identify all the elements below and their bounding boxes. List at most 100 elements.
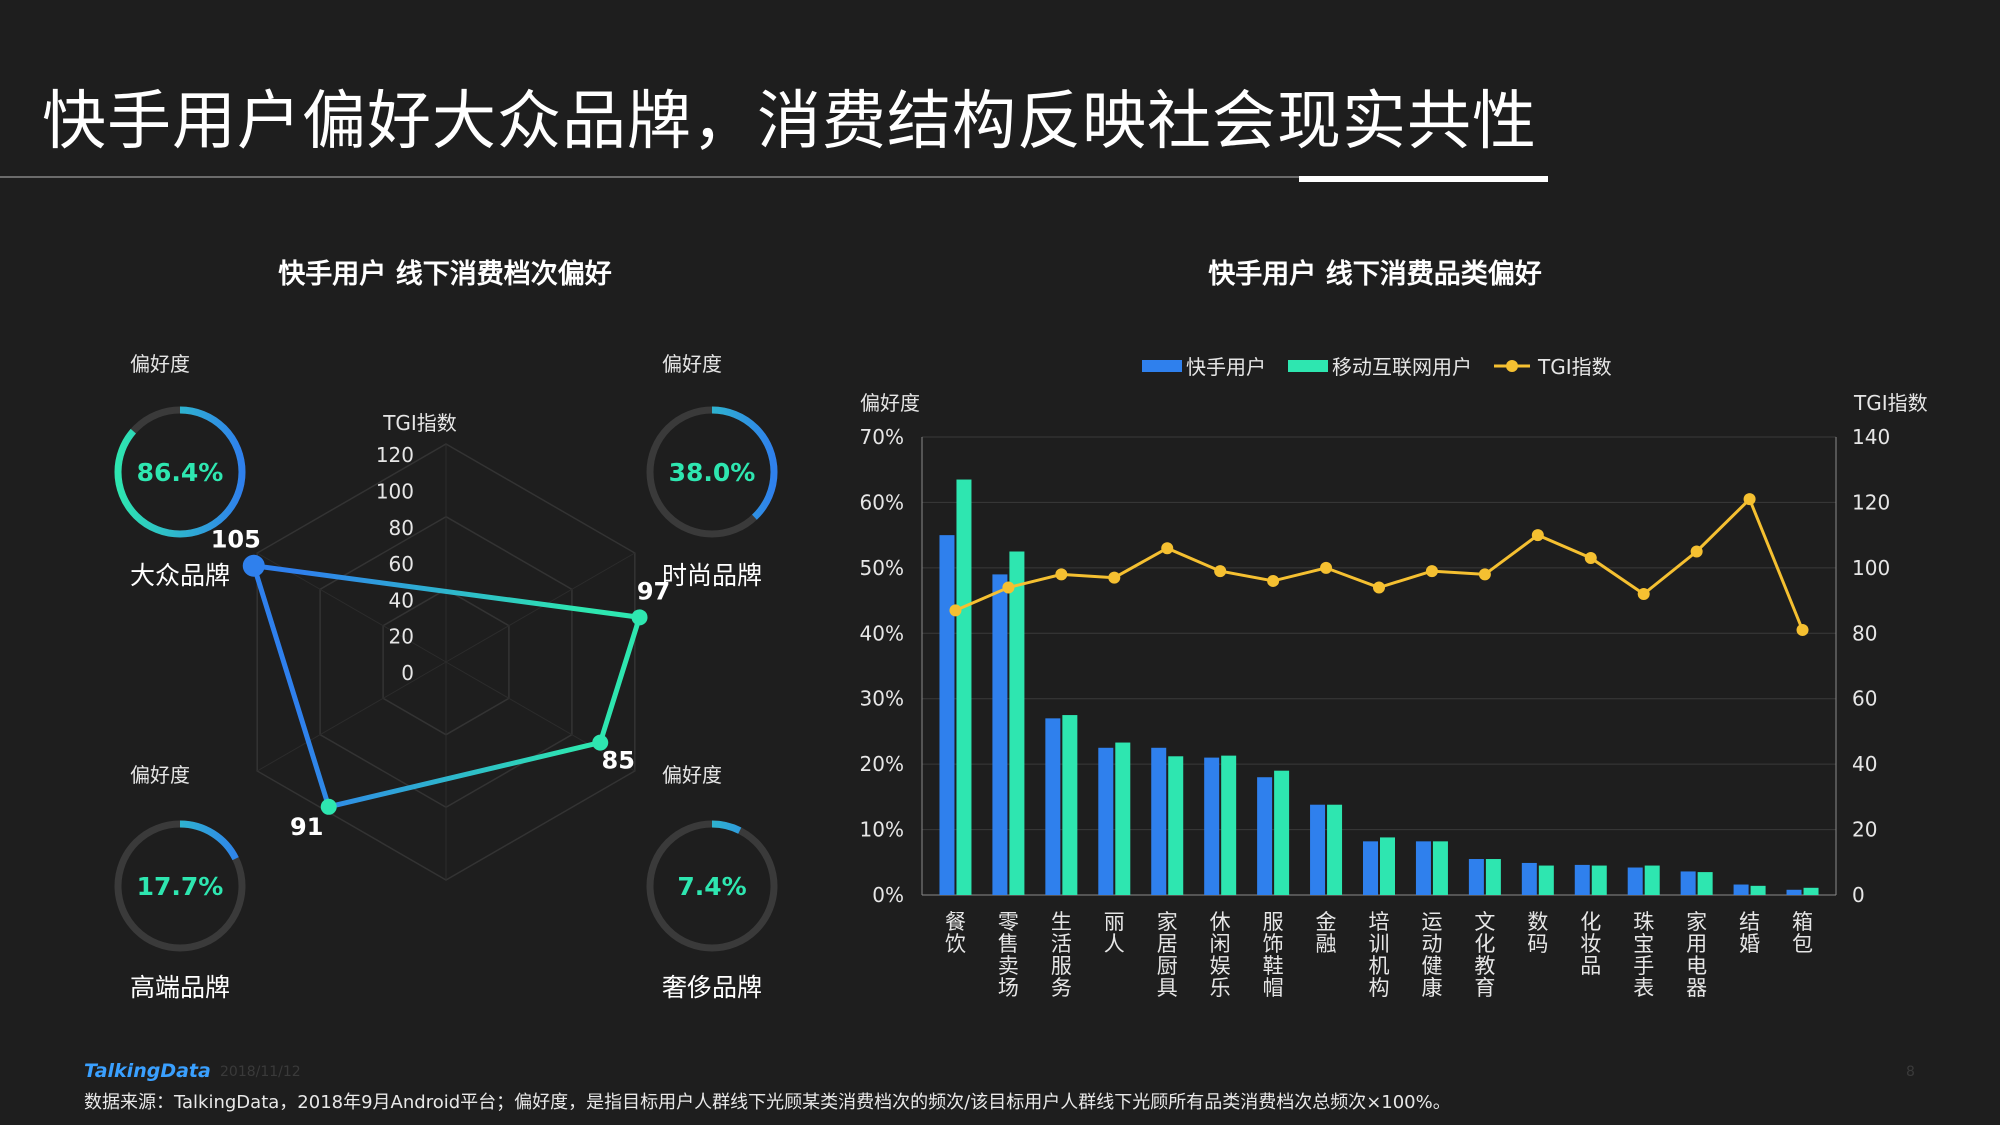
y2-tick-label: 140 [1852, 425, 1890, 449]
bar-mobile-14 [1697, 872, 1713, 895]
bar-mobile-9 [1432, 841, 1448, 895]
x-tick-label: 结婚 [1739, 910, 1760, 956]
ring-top-label: 偏好度 [662, 763, 722, 787]
legend-label: 移动互联网用户 [1332, 355, 1472, 379]
x-tick-label: 零售卖场 [998, 910, 1019, 1000]
x-tick-label: 服饰鞋帽 [1263, 910, 1284, 1000]
bar-mobile-0 [956, 479, 972, 895]
y2-tick-label: 60 [1852, 687, 1877, 711]
ring-category-name: 高端品牌 [130, 973, 230, 1002]
tgi-series-line [954, 496, 1804, 631]
radar-point [592, 734, 609, 751]
radar-point-label: 91 [290, 813, 323, 841]
tgi-point [1584, 552, 1597, 565]
radar-point-label: 85 [602, 747, 635, 775]
x-tick-label: 数码 [1527, 910, 1548, 956]
tgi-point [1161, 542, 1174, 555]
title-divider-accent [1299, 176, 1548, 182]
radar-series-line [251, 563, 642, 810]
tgi-point [1637, 588, 1650, 601]
bar-mobile-8 [1380, 837, 1395, 895]
ring-progress-arc [646, 820, 778, 952]
left-section-title: 快手用户 线下消费档次偏好 [278, 259, 612, 290]
radar-point [631, 609, 648, 626]
bar-mobile-1 [1009, 551, 1025, 895]
ring-category-name: 奢侈品牌 [662, 973, 762, 1002]
radar-tick-label: 120 [376, 443, 414, 467]
bar-mobile-5 [1221, 755, 1237, 895]
x-tick-label: 丽人 [1104, 910, 1125, 956]
y2-tick-label: 40 [1852, 752, 1877, 776]
ring-value: 86.4% [137, 458, 224, 487]
bar-kuaishou-15 [1733, 884, 1749, 895]
bar-kuaishou-13 [1627, 867, 1643, 895]
tgi-point [1690, 545, 1703, 558]
x-tick-label: 金融 [1316, 910, 1337, 956]
radar-tick-label: 60 [389, 552, 414, 576]
bar-kuaishou-16 [1786, 889, 1802, 895]
chart-legend: 快手用户 移动互联网用户 TGI指数 [1142, 355, 1612, 379]
tgi-point [1320, 561, 1333, 574]
bar-kuaishou-8 [1363, 841, 1378, 895]
bar-kuaishou-7 [1310, 804, 1326, 895]
tgi-point [1055, 568, 1068, 581]
legend-marker [1506, 360, 1518, 372]
y-tick-label: 10% [860, 818, 904, 842]
bar-kuaishou-9 [1415, 841, 1431, 895]
y2-tick-label: 20 [1852, 818, 1877, 842]
preference-ring-4: 偏好度 7.4% 奢侈品牌 [646, 763, 778, 1002]
x-tick-label: 家居厨具 [1157, 910, 1178, 1000]
bar-mobile-2 [1062, 715, 1078, 895]
radar-grid [256, 443, 636, 881]
radar-point-label: 97 [637, 577, 670, 605]
x-tick-label: 珠宝手表 [1633, 910, 1654, 1000]
ring-progress-arc [114, 406, 246, 538]
bar-kuaishou-2 [1045, 718, 1061, 895]
x-tick-label: 运动健康 [1421, 910, 1442, 1000]
y-tick-label: 50% [860, 556, 904, 580]
radar-tick-label: 80 [389, 516, 414, 540]
bar-kuaishou-6 [1257, 777, 1273, 895]
ring-top-label: 偏好度 [130, 763, 190, 787]
y2-tick-label: 100 [1852, 556, 1890, 580]
tgi-point [949, 604, 962, 617]
ring-value: 17.7% [137, 872, 224, 901]
y-tick-label: 40% [860, 621, 904, 645]
tgi-point [1796, 624, 1809, 637]
preference-ring-2: 偏好度 38.0% 时尚品牌 [646, 352, 778, 590]
legend-swatch [1142, 360, 1182, 372]
bar-mobile-3 [1115, 742, 1131, 895]
x-tick-label: 箱包 [1792, 910, 1813, 956]
bar-kuaishou-14 [1680, 871, 1696, 895]
bar-kuaishou-10 [1468, 859, 1484, 895]
x-tick-label: 培训机构 [1369, 910, 1390, 1000]
radar-tick-label: 100 [376, 480, 414, 504]
ring-value: 38.0% [669, 458, 756, 487]
radar-tick-label: 20 [389, 625, 414, 649]
bar-kuaishou-11 [1521, 862, 1537, 895]
tgi-point [1267, 574, 1280, 587]
tgi-point [1478, 568, 1491, 581]
bar-kuaishou-1 [992, 574, 1008, 895]
x-tick-label: 文化教育 [1474, 910, 1495, 1000]
tgi-point [1531, 529, 1544, 542]
y-tick-label: 60% [860, 490, 904, 514]
radar-point-label: 105 [211, 526, 261, 554]
x-tick-label: 餐饮 [945, 910, 966, 956]
y-tick-label: 0% [872, 883, 904, 907]
bar-mobile-15 [1750, 885, 1766, 895]
radar-spoke [445, 552, 636, 663]
ring-progress-arc [114, 820, 246, 952]
bar-mobile-16 [1803, 887, 1819, 895]
y-tick-label: 20% [860, 752, 904, 776]
tgi-point [1002, 581, 1015, 594]
bar-kuaishou-4 [1151, 747, 1167, 895]
radar-spoke [445, 661, 636, 772]
page-title: 快手用户偏好大众品牌，消费结构反映社会现实共性 [42, 85, 1537, 159]
bar-mobile-4 [1168, 756, 1184, 895]
page-number: 8 [1906, 1064, 1915, 1080]
data-source-note: 数据来源：TalkingData，2018年9月Android平台；偏好度，是指… [84, 1092, 1451, 1113]
legend-label: 快手用户 [1186, 355, 1266, 379]
tgi-point [1373, 581, 1385, 594]
